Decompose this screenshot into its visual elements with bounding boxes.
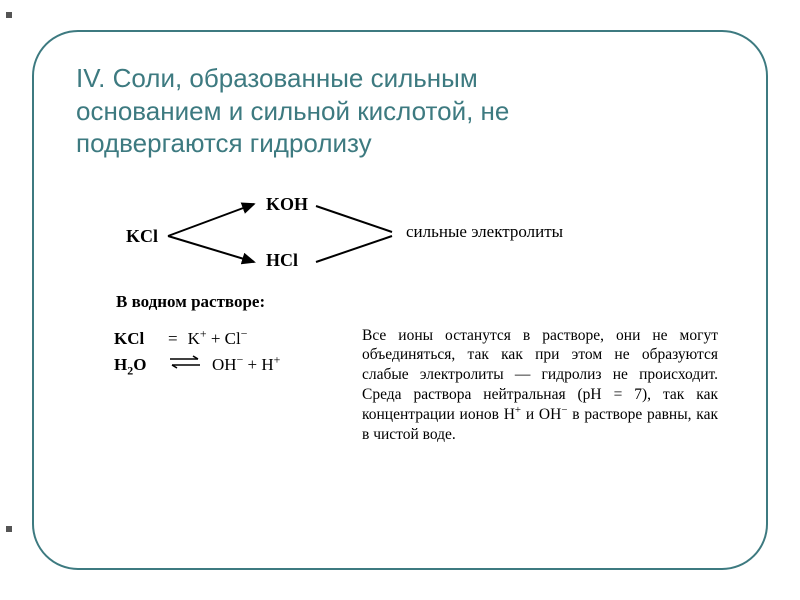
decor-bullet-bottom: [6, 526, 12, 532]
content-area: KCl KOH HCl сильные электролиты: [76, 190, 724, 445]
title-line-1: IV. Соли, образованные сильным: [76, 63, 478, 93]
scheme-split-arrows-icon: [166, 190, 264, 280]
equation-row-2: H2O OH− + H+: [114, 352, 344, 378]
slide: IV. Соли, образованные сильным основание…: [0, 0, 800, 600]
scheme-product-bottom: HCl: [266, 250, 298, 271]
slide-frame: IV. Соли, образованные сильным основание…: [32, 30, 768, 570]
eq1-equals: =: [168, 327, 178, 351]
reaction-scheme: KCl KOH HCl сильные электролиты: [126, 190, 724, 282]
scheme-right-label: сильные электролиты: [406, 222, 563, 242]
scheme-merge-lines-icon: [314, 190, 404, 280]
equations-block: KCl = K+ + Cl− H2O: [114, 326, 344, 445]
slide-title: IV. Соли, образованные сильным основание…: [76, 62, 724, 160]
equation-row-1: KCl = K+ + Cl−: [114, 326, 344, 352]
scheme-product-top: KOH: [266, 194, 308, 215]
eq2-left: H2O: [114, 353, 158, 377]
solution-caption: В водном растворе:: [116, 292, 724, 312]
explanation-paragraph: Все ионы останутся в растворе, они не мо…: [362, 326, 724, 445]
eq2-right: OH− + H+: [212, 353, 280, 377]
eq1-left: KCl: [114, 327, 158, 351]
equilibrium-arrow-icon: [168, 353, 202, 377]
title-line-2: основанием и сильной кислотой, не: [76, 96, 509, 126]
eq1-right: K+ + Cl−: [188, 327, 248, 351]
title-line-3: подвергаются гидролизу: [76, 128, 372, 158]
decor-bullet-top: [6, 12, 12, 18]
scheme-left-label: KCl: [126, 226, 158, 247]
lower-block: KCl = K+ + Cl− H2O: [76, 326, 724, 445]
